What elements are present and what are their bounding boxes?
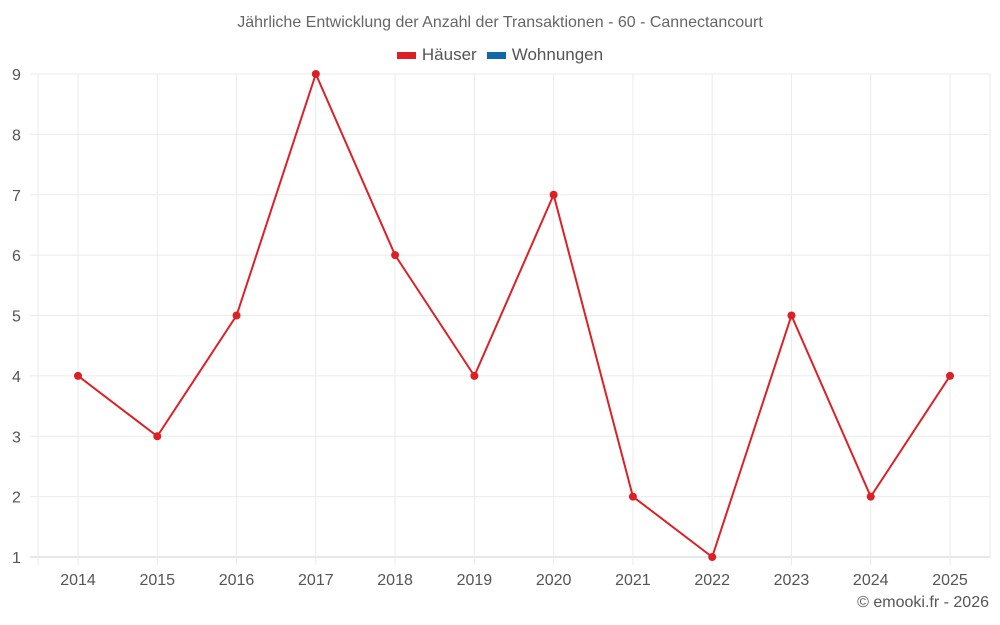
x-tick-label: 2015 [139,572,175,589]
x-tick-label: 2024 [853,572,889,589]
data-point[interactable] [946,371,954,380]
x-tick-label: 2025 [932,572,968,589]
series-Häuser [74,70,954,561]
x-tick-label: 2022 [694,572,730,589]
y-tick-label: 1 [12,550,21,567]
data-point[interactable] [549,190,558,199]
series-line [77,73,951,558]
legend-item-haeuser[interactable]: Häuser [396,45,477,65]
x-tick-label: 2014 [60,572,96,589]
legend-label-haeuser: Häuser [421,45,477,64]
data-point[interactable] [470,371,479,380]
legend-swatch-haeuser-icon [396,51,416,59]
legend: Häuser Wohnungen [0,45,1000,65]
data-point[interactable] [232,311,241,320]
data-point[interactable] [866,492,875,501]
data-point[interactable] [708,553,717,561]
copyright-credit: © emooki.fr - 2026 [857,594,989,611]
data-point[interactable] [311,70,320,78]
y-tick-label: 3 [12,429,21,446]
x-tick-label: 2016 [219,572,255,589]
chart-title: Jährliche Entwicklung der Anzahl der Tra… [237,14,763,31]
y-tick-label: 5 [12,309,21,326]
data-point[interactable] [74,371,82,380]
y-tick-label: 6 [12,248,21,265]
y-tick-label: 7 [12,188,21,205]
legend-item-wohnungen[interactable]: Wohnungen [486,45,604,65]
x-tick-label: 2018 [377,572,413,589]
x-tick-label: 2021 [615,572,651,589]
legend-label-wohnungen: Wohnungen [511,45,604,64]
y-tick-label: 8 [12,127,21,144]
x-tick-label: 2019 [457,572,493,589]
y-tick-label: 9 [12,67,21,84]
y-tick-label: 2 [12,490,21,507]
x-tick-label: 2020 [536,572,572,589]
x-tick-label: 2023 [774,572,810,589]
legend-swatch-wohnungen-icon [486,51,506,59]
data-point[interactable] [153,432,162,441]
data-point[interactable] [391,251,400,260]
y-tick-label: 4 [12,369,21,386]
data-point[interactable] [628,492,637,501]
x-tick-label: 2017 [298,572,334,589]
grid: 1 2 3 4 5 6 7 8 9 2014 2015 2016 2017 2018 2019 2020 202… [12,67,991,589]
data-point[interactable] [787,311,796,320]
